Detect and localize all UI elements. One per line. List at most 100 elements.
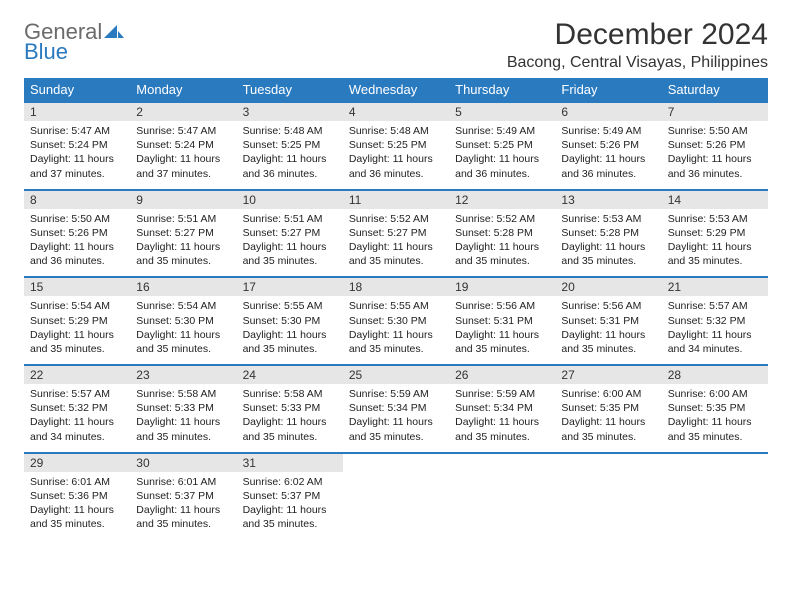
week-content-row: Sunrise: 5:57 AMSunset: 5:32 PMDaylight:… (24, 384, 768, 453)
sunrise-text: Sunrise: 5:52 AM (455, 212, 549, 226)
sunrise-text: Sunrise: 5:59 AM (455, 387, 549, 401)
daylight-text: Daylight: 11 hours and 36 minutes. (561, 152, 655, 180)
sunrise-text: Sunrise: 5:53 AM (561, 212, 655, 226)
location-text: Bacong, Central Visayas, Philippines (507, 54, 768, 72)
daylight-text: Daylight: 11 hours and 35 minutes. (243, 415, 337, 443)
daylight-text: Daylight: 11 hours and 35 minutes. (561, 415, 655, 443)
brand-text: General Blue (24, 22, 124, 62)
day-number-cell: 1 (24, 102, 130, 121)
day-number-cell: 16 (130, 277, 236, 296)
sunrise-text: Sunrise: 5:54 AM (136, 299, 230, 313)
sunrise-text: Sunrise: 5:56 AM (455, 299, 549, 313)
sunrise-text: Sunrise: 5:49 AM (455, 124, 549, 138)
day-content-cell: Sunrise: 5:50 AMSunset: 5:26 PMDaylight:… (24, 209, 130, 278)
day-number-cell (449, 453, 555, 472)
sunrise-text: Sunrise: 5:55 AM (243, 299, 337, 313)
sunrise-text: Sunrise: 5:48 AM (243, 124, 337, 138)
sunset-text: Sunset: 5:36 PM (30, 489, 124, 503)
day-number-cell: 19 (449, 277, 555, 296)
month-title: December 2024 (507, 18, 768, 52)
day-number-cell: 3 (237, 102, 343, 121)
day-number-cell: 10 (237, 190, 343, 209)
sunset-text: Sunset: 5:25 PM (243, 138, 337, 152)
day-content-cell: Sunrise: 5:47 AMSunset: 5:24 PMDaylight:… (130, 121, 236, 190)
day-number-cell: 2 (130, 102, 236, 121)
sunrise-text: Sunrise: 5:56 AM (561, 299, 655, 313)
day-number-cell: 17 (237, 277, 343, 296)
sunset-text: Sunset: 5:30 PM (349, 314, 443, 328)
day-content-cell (449, 472, 555, 540)
day-number-cell: 22 (24, 365, 130, 384)
sunset-text: Sunset: 5:37 PM (136, 489, 230, 503)
day-number-cell: 26 (449, 365, 555, 384)
daylight-text: Daylight: 11 hours and 36 minutes. (455, 152, 549, 180)
daylight-text: Daylight: 11 hours and 35 minutes. (30, 503, 124, 531)
day-number-cell: 6 (555, 102, 661, 121)
sunrise-text: Sunrise: 6:01 AM (30, 475, 124, 489)
day-content-cell: Sunrise: 5:57 AMSunset: 5:32 PMDaylight:… (662, 296, 768, 365)
sunset-text: Sunset: 5:24 PM (30, 138, 124, 152)
daylight-text: Daylight: 11 hours and 35 minutes. (136, 328, 230, 356)
dayhead-fri: Friday (555, 78, 661, 102)
daylight-text: Daylight: 11 hours and 34 minutes. (30, 415, 124, 443)
day-number-cell: 9 (130, 190, 236, 209)
day-number-cell: 28 (662, 365, 768, 384)
day-content-cell: Sunrise: 5:50 AMSunset: 5:26 PMDaylight:… (662, 121, 768, 190)
day-number-cell: 21 (662, 277, 768, 296)
daylight-text: Daylight: 11 hours and 36 minutes. (349, 152, 443, 180)
sunrise-text: Sunrise: 5:51 AM (243, 212, 337, 226)
week-content-row: Sunrise: 5:54 AM Sunset: 5:29 PM Daylight:… (24, 296, 768, 365)
week-content-row: Sunrise: 5:47 AMSunset: 5:24 PMDaylight:… (24, 121, 768, 190)
day-content-cell: Sunrise: 5:53 AMSunset: 5:29 PMDaylight:… (662, 209, 768, 278)
week-content-row: Sunrise: 5:50 AMSunset: 5:26 PMDaylight:… (24, 209, 768, 278)
calendar-body: 1234567Sunrise: 5:47 AMSunset: 5:24 PMDa… (24, 102, 768, 540)
dayhead-wed: Wednesday (343, 78, 449, 102)
dayhead-sun: Sunday (24, 78, 130, 102)
day-number-cell: 11 (343, 190, 449, 209)
week-daynum-row: 15161718192021 (24, 277, 768, 296)
daylight-text: Daylight: 11 hours and 35 minutes. (455, 328, 549, 356)
sunset-text: Sunset: 5:27 PM (136, 226, 230, 240)
sunset-text: Sunset: 5:24 PM (136, 138, 230, 152)
sunrise-text: Sunrise: 5:57 AM (30, 387, 124, 401)
day-content-cell: Sunrise: 5:56 AMSunset: 5:31 PMDaylight:… (449, 296, 555, 365)
sunset-text: Sunset: 5:34 PM (349, 401, 443, 415)
day-number-cell: 5 (449, 102, 555, 121)
daylight-text: Daylight: 11 hours and 35 minutes. (455, 415, 549, 443)
sunset-text: Sunset: 5:25 PM (455, 138, 549, 152)
dayhead-mon: Monday (130, 78, 236, 102)
day-header-row: Sunday Monday Tuesday Wednesday Thursday… (24, 78, 768, 102)
daylight-text: Daylight: 11 hours and 35 minutes. (668, 240, 762, 268)
sunrise-text: Sunrise: 6:02 AM (243, 475, 337, 489)
sunrise-text: Sunrise: 5:58 AM (243, 387, 337, 401)
day-content-cell: Sunrise: 5:57 AMSunset: 5:32 PMDaylight:… (24, 384, 130, 453)
day-content-cell: Sunrise: 5:49 AMSunset: 5:26 PMDaylight:… (555, 121, 661, 190)
sunset-text: Sunset: 5:30 PM (243, 314, 337, 328)
day-number-cell: 20 (555, 277, 661, 296)
day-content-cell: Sunrise: 5:58 AMSunset: 5:33 PMDaylight:… (237, 384, 343, 453)
sunset-text: Sunset: 5:35 PM (561, 401, 655, 415)
daylight-text: Daylight: 11 hours and 35 minutes. (455, 240, 549, 268)
sunset-text: Sunset: 5:29 PM (30, 314, 124, 328)
dayhead-tue: Tuesday (237, 78, 343, 102)
daylight-text: Daylight: 11 hours and 35 minutes. (668, 415, 762, 443)
week-daynum-row: 22232425262728 (24, 365, 768, 384)
sunset-text: Sunset: 5:33 PM (243, 401, 337, 415)
daylight-text: Daylight: 11 hours and 35 minutes. (243, 503, 337, 531)
sunset-text: Sunset: 5:28 PM (561, 226, 655, 240)
day-content-cell: Sunrise: 5:51 AMSunset: 5:27 PMDaylight:… (237, 209, 343, 278)
day-content-cell: Sunrise: 5:51 AMSunset: 5:27 PMDaylight:… (130, 209, 236, 278)
daylight-text: Daylight: 11 hours and 34 minutes. (668, 328, 762, 356)
day-number-cell: 14 (662, 190, 768, 209)
daylight-text: Daylight: 11 hours and 36 minutes. (668, 152, 762, 180)
sunset-text: Sunset: 5:35 PM (668, 401, 762, 415)
calendar-table: Sunday Monday Tuesday Wednesday Thursday… (24, 78, 768, 540)
day-content-cell (555, 472, 661, 540)
sunset-text: Sunset: 5:31 PM (455, 314, 549, 328)
sunset-text: Sunset: 5:31 PM (561, 314, 655, 328)
day-number-cell (662, 453, 768, 472)
day-content-cell: Sunrise: 6:01 AMSunset: 5:36 PMDaylight:… (24, 472, 130, 540)
sunset-text: Sunset: 5:33 PM (136, 401, 230, 415)
sunrise-text: Sunrise: 5:59 AM (349, 387, 443, 401)
sunset-text: Sunset: 5:32 PM (668, 314, 762, 328)
